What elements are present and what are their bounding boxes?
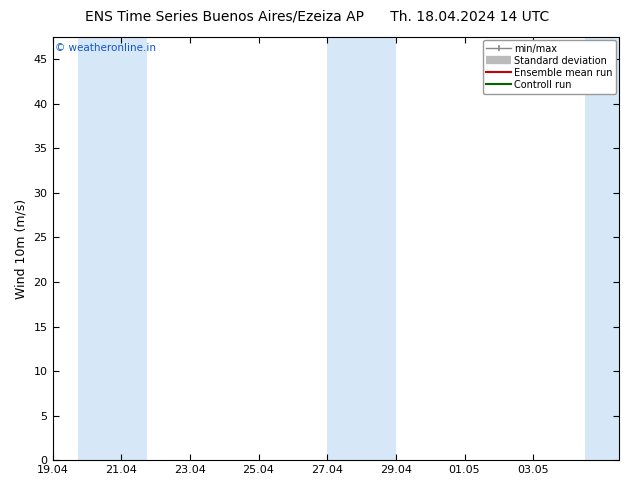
Y-axis label: Wind 10m (m/s): Wind 10m (m/s) xyxy=(15,198,28,299)
Bar xyxy=(327,37,396,460)
Bar xyxy=(78,37,147,460)
Bar xyxy=(585,37,619,460)
Text: ENS Time Series Buenos Aires/Ezeiza AP      Th. 18.04.2024 14 UTC: ENS Time Series Buenos Aires/Ezeiza AP T… xyxy=(85,10,549,24)
Legend: min/max, Standard deviation, Ensemble mean run, Controll run: min/max, Standard deviation, Ensemble me… xyxy=(482,40,616,94)
Text: © weatheronline.in: © weatheronline.in xyxy=(55,44,157,53)
